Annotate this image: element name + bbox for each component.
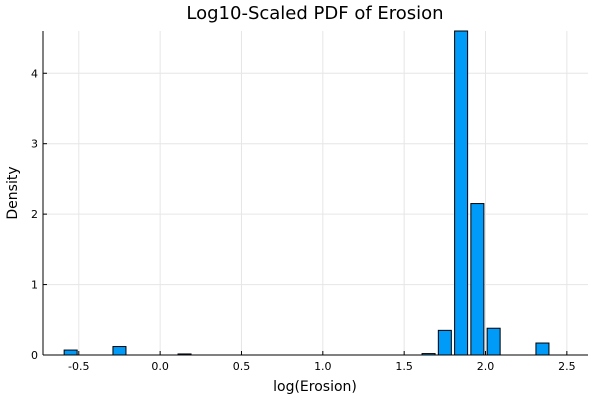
x-tick-label-0: -0.5	[68, 360, 89, 373]
bar-26	[486, 327, 501, 356]
bar-29	[535, 342, 550, 356]
x-tick-label-4: 1.5	[395, 360, 413, 373]
x-tick-label-6: 2.5	[558, 360, 576, 373]
x-tick-label-5: 2.0	[477, 360, 495, 373]
bar-3	[112, 346, 127, 356]
y-tick-label-3: 3	[31, 138, 38, 151]
x-tick-label-1: 0.0	[151, 360, 169, 373]
y-tick-label-1: 1	[31, 279, 38, 292]
chart-title: Log10-Scaled PDF of Erosion	[186, 3, 443, 24]
bar-23	[437, 329, 452, 356]
x-tick-label-2: 0.5	[233, 360, 251, 373]
bar-24	[454, 30, 469, 356]
y-tick-label-2: 2	[31, 208, 38, 221]
axes	[42, 31, 588, 356]
y-tick-label-4: 4	[31, 67, 38, 80]
grid-lines	[43, 31, 588, 356]
bar-25	[470, 203, 485, 356]
tick-labels: -0.5 0.0 0.5 1.0 1.5 2.0 2.5 0 1 2 3 4	[31, 67, 576, 373]
x-tick-label-3: 1.0	[314, 360, 332, 373]
y-axis-label: Density	[5, 166, 21, 219]
y-tick-label-0: 0	[31, 349, 38, 362]
bar-0	[63, 349, 78, 356]
x-axis-label: log(Erosion)	[273, 379, 357, 395]
